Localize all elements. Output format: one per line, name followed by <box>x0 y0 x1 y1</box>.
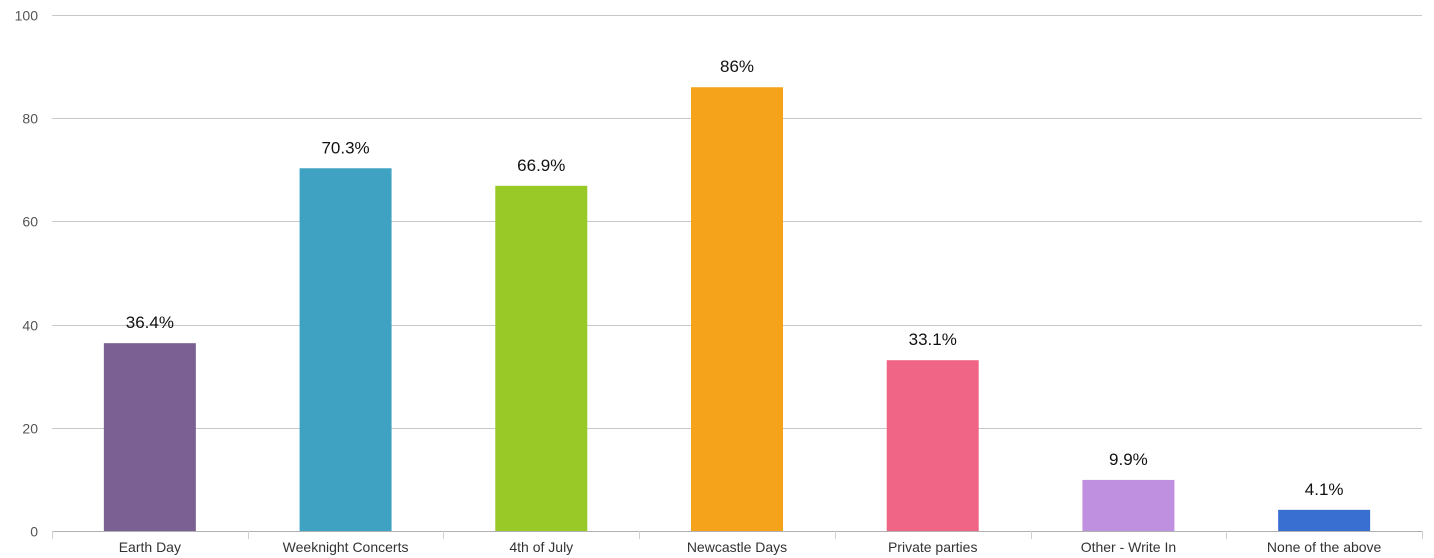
data-label: 33.1% <box>909 330 957 349</box>
data-label: 4.1% <box>1305 480 1344 499</box>
data-label: 36.4% <box>126 313 174 332</box>
x-category-label: Private parties <box>888 539 977 555</box>
y-axis-tick-labels: 0 20 40 60 80 100 <box>15 8 39 540</box>
bar-earth-day <box>103 343 196 531</box>
bar-private-parties <box>886 360 979 531</box>
y-tick-label: 0 <box>30 524 38 540</box>
y-tick-label: 80 <box>22 111 38 127</box>
y-tick-label: 20 <box>22 421 38 437</box>
bars <box>103 87 1371 532</box>
bar-other-write-in <box>1082 479 1175 531</box>
y-tick-label: 100 <box>15 8 39 24</box>
y-tick-label: 60 <box>22 214 38 230</box>
x-category-label: Weeknight Concerts <box>283 539 409 555</box>
data-labels: 36.4% 70.3% 66.9% 86% 33.1% 9.9% 4.1% <box>126 57 1344 499</box>
data-label: 86% <box>720 57 754 76</box>
y-tick-label: 40 <box>22 318 38 334</box>
data-label: 9.9% <box>1109 450 1148 469</box>
x-category-label: 4th of July <box>509 539 573 555</box>
x-category-label: Earth Day <box>119 539 181 555</box>
x-axis: Earth Day Weeknight Concerts 4th of July Ne… <box>52 531 1423 555</box>
bar-weeknight-concerts <box>299 168 392 531</box>
bar-newcastle-days <box>691 87 783 532</box>
data-label: 66.9% <box>517 156 565 175</box>
data-label: 70.3% <box>321 138 369 157</box>
x-category-label: Other - Write In <box>1081 539 1176 555</box>
x-category-label: Newcastle Days <box>687 539 787 555</box>
bar-none-of-the-above <box>1278 509 1371 531</box>
x-category-label: None of the above <box>1267 539 1382 555</box>
bar-4th-of-july <box>495 185 588 531</box>
